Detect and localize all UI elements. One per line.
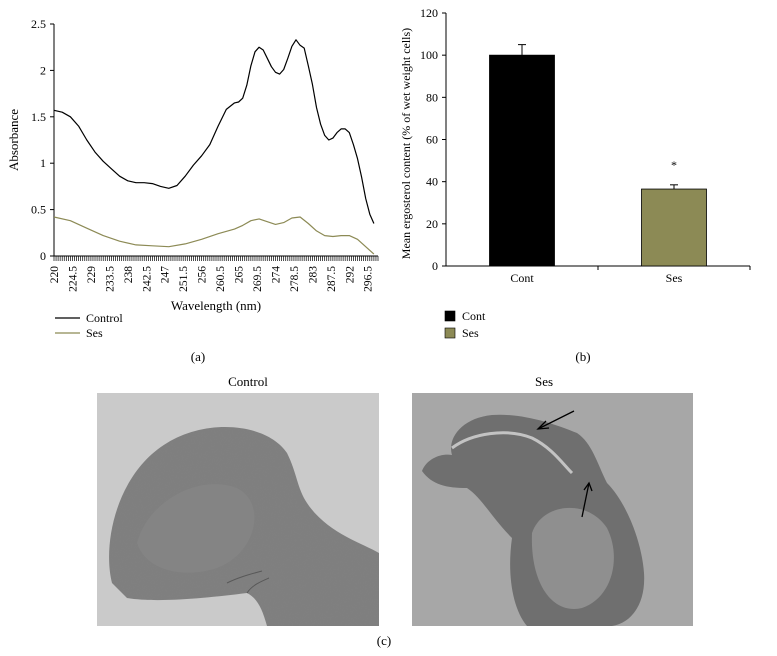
significance-marker: *	[671, 158, 677, 172]
x-tick-label: 274	[270, 266, 282, 284]
micrograph-control	[97, 393, 379, 626]
y-tick-label: 1.5	[31, 110, 46, 124]
x-tick-label: 256	[197, 266, 209, 284]
micrograph-title-ses: Ses	[534, 374, 554, 389]
legend-label-ses: Ses	[86, 326, 103, 340]
absorbance-line-chart: 0 0.5 1 1.5 2 2.5 220 224.5 229 233.5 238 242.5 247 2…	[6, 17, 379, 340]
arrow-icon	[536, 410, 575, 430]
x-tick-label: 278.5	[289, 266, 301, 292]
y-tick-label: 0.5	[31, 203, 46, 217]
x-tick-label: 251.5	[178, 266, 190, 292]
micrograph-title-control: Control	[228, 374, 268, 389]
control-cell-image	[97, 393, 379, 626]
x-tick-label: Cont	[510, 271, 534, 285]
legend-label-cont: Cont	[462, 309, 486, 323]
x-tick-label: 242.5	[141, 266, 153, 292]
y-tick-label: 2	[40, 63, 46, 77]
panel-label-c: (c)	[376, 633, 392, 648]
ses-cell-image	[412, 393, 693, 626]
x-tick-label: Ses	[666, 271, 683, 285]
x-tick-label: 238	[123, 266, 135, 284]
x-tick-label: 269.5	[252, 266, 264, 292]
y-tick-label: 0	[40, 249, 46, 263]
y-axis-title: Absorbance	[6, 109, 21, 171]
y-tick-label: 80	[426, 90, 438, 104]
bar-ses	[641, 188, 707, 267]
micrograph-ses	[412, 393, 693, 626]
y-tick-label: 40	[426, 175, 438, 189]
series-line-ses	[53, 216, 375, 255]
legend-swatch-ses	[444, 327, 456, 339]
legend-label-ses: Ses	[462, 326, 479, 340]
x-tick-label: 287.5	[326, 266, 338, 292]
y-tick-label: 100	[420, 48, 438, 62]
x-tick-label: 224.5	[67, 266, 79, 292]
x-tick-label: 283	[307, 266, 319, 284]
panel-label-a: (a)	[190, 349, 206, 364]
x-tick-label: 233.5	[104, 266, 116, 292]
panel-label-b: (b)	[575, 349, 591, 364]
y-tick-label: 0	[432, 259, 438, 273]
y-tick-label: 1	[40, 156, 46, 170]
series-line-control	[53, 39, 375, 224]
bar-cont	[489, 54, 555, 267]
x-tick-label: 220	[49, 266, 61, 284]
y-axis-title: Mean ergosterol content (% of wet weight…	[399, 28, 413, 259]
x-tick-label: 260.5	[215, 266, 227, 292]
ergosterol-bar-chart: 0 20 40 60 80 100 120 Mean ergosterol content (…	[399, 6, 751, 340]
x-tick-label: 247	[160, 266, 172, 284]
y-tick-label: 120	[420, 6, 438, 20]
x-tick-label: 292	[344, 266, 356, 284]
legend-label-control: Control	[86, 311, 123, 325]
x-tick-label: 229	[86, 266, 98, 284]
y-tick-label: 20	[426, 217, 438, 231]
y-tick-label: 60	[426, 133, 438, 147]
x-tick-label: 265	[234, 266, 246, 284]
x-tick-label: 296.5	[363, 266, 375, 292]
arrow-icon	[581, 481, 593, 518]
y-tick-label: 2.5	[31, 17, 46, 31]
legend-swatch-cont	[444, 310, 456, 322]
x-axis-title: Wavelength (nm)	[171, 298, 261, 313]
